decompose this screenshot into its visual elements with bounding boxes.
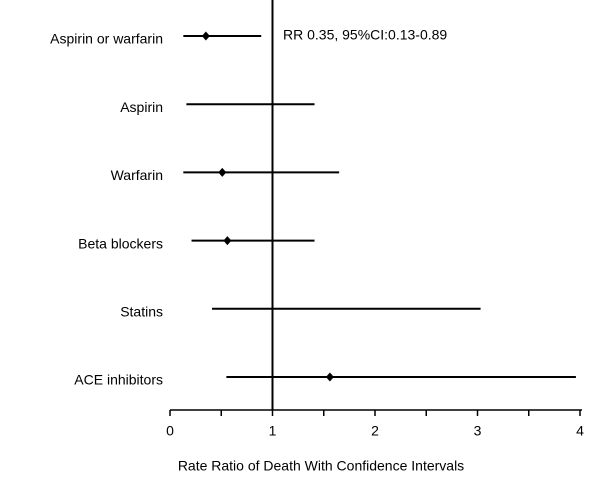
category-label: Aspirin or warfarin	[50, 31, 163, 47]
annotation: RR 0.35, 95%CI:0.13-0.89	[283, 27, 447, 43]
point-estimate	[223, 236, 232, 246]
x-tick-label: 3	[474, 423, 482, 439]
category-label: Beta blockers	[78, 235, 163, 251]
point-estimate	[325, 372, 334, 382]
category-label: Statins	[120, 304, 163, 320]
x-axis-label: Rate Ratio of Death With Confidence Inte…	[178, 458, 464, 474]
x-tick-label: 1	[269, 423, 277, 439]
category-label: ACE inhibitors	[74, 372, 163, 388]
x-tick-label: 0	[166, 423, 174, 439]
x-tick-label: 2	[371, 423, 379, 439]
point-estimate	[201, 31, 210, 41]
x-tick-label: 4	[576, 423, 584, 439]
point-estimate	[218, 167, 227, 177]
category-label: Warfarin	[111, 167, 163, 183]
category-label: Aspirin	[120, 99, 163, 115]
